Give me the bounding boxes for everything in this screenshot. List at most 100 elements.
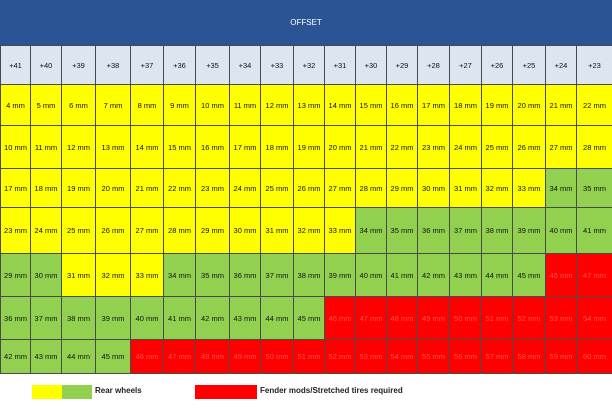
value-cell: 35 mm <box>386 207 418 254</box>
offset-title-bar: OFFSET <box>0 0 612 45</box>
value-cell: 37 mm <box>260 253 294 297</box>
value-cell: 21 mm <box>545 84 577 126</box>
value-cell: 40 mm <box>545 207 577 254</box>
value-cell: 22 mm <box>386 125 418 169</box>
value-cell: 42 mm <box>195 296 230 340</box>
value-cell: 30 mm <box>229 207 261 254</box>
value-cell: 43 mm <box>229 296 261 340</box>
value-cell: 12 mm <box>260 84 294 126</box>
offset-header-plus40: +40 <box>30 45 62 85</box>
value-cell: 48 mm <box>386 296 418 340</box>
value-cell: 31 mm <box>449 168 482 208</box>
value-cell: 36 mm <box>0 296 31 340</box>
value-cell: 51 mm <box>293 339 325 374</box>
offset-header-plus24: +24 <box>545 45 577 85</box>
chart-title: OFFSET <box>290 18 322 27</box>
value-cell: 46 mm <box>545 253 577 297</box>
value-cell: 47 mm <box>576 253 612 297</box>
value-cell: 4 mm <box>0 84 31 126</box>
value-cell: 38 mm <box>481 207 513 254</box>
value-cell: 33 mm <box>512 168 546 208</box>
value-cell: 17 mm <box>0 168 31 208</box>
offset-header-plus34: +34 <box>229 45 261 85</box>
value-cell: 47 mm <box>163 339 196 374</box>
value-cell: 57 mm <box>481 339 513 374</box>
value-cell: 14 mm <box>130 125 164 169</box>
legend-label-rear-wheels: Rear wheels <box>95 386 142 395</box>
value-cell: 51 mm <box>481 296 513 340</box>
value-cell: 23 mm <box>0 207 31 254</box>
value-cell: 21 mm <box>130 168 164 208</box>
value-cell: 37 mm <box>449 207 482 254</box>
value-cell: 27 mm <box>545 125 577 169</box>
value-cell: 22 mm <box>163 168 196 208</box>
value-cell: 47 mm <box>355 296 387 340</box>
value-cell: 45 mm <box>95 339 131 374</box>
value-cell: 41 mm <box>576 207 612 254</box>
value-cell: 50 mm <box>260 339 294 374</box>
value-cell: 18 mm <box>449 84 482 126</box>
value-cell: 29 mm <box>0 253 31 297</box>
value-cell: 9 mm <box>163 84 196 126</box>
offset-header-plus33: +33 <box>260 45 294 85</box>
value-cell: 32 mm <box>481 168 513 208</box>
value-cell: 34 mm <box>163 253 196 297</box>
value-cell: 14 mm <box>324 84 356 126</box>
value-cell: 21 mm <box>355 125 387 169</box>
value-cell: 54 mm <box>576 296 612 340</box>
offset-header-plus26: +26 <box>481 45 513 85</box>
value-cell: 33 mm <box>130 253 164 297</box>
value-cell: 11 mm <box>229 84 261 126</box>
value-cell: 27 mm <box>324 168 356 208</box>
value-cell: 39 mm <box>512 207 546 254</box>
value-cell: 13 mm <box>293 84 325 126</box>
value-cell: 23 mm <box>417 125 450 169</box>
offset-header-plus35: +35 <box>195 45 230 85</box>
value-cell: 34 mm <box>545 168 577 208</box>
value-cell: 20 mm <box>512 84 546 126</box>
value-cell: 16 mm <box>386 84 418 126</box>
value-cell: 7 mm <box>95 84 131 126</box>
value-cell: 26 mm <box>512 125 546 169</box>
value-cell: 55 mm <box>417 339 450 374</box>
value-cell: 49 mm <box>229 339 261 374</box>
value-cell: 36 mm <box>229 253 261 297</box>
value-cell: 53 mm <box>545 296 577 340</box>
value-cell: 24 mm <box>229 168 261 208</box>
value-cell: 60 mm <box>576 339 612 374</box>
offset-header-plus23: +23 <box>576 45 612 85</box>
value-cell: 52 mm <box>324 339 356 374</box>
value-cell: 54 mm <box>386 339 418 374</box>
value-cell: 26 mm <box>293 168 325 208</box>
value-cell: 30 mm <box>30 253 62 297</box>
offset-header-plus31: +31 <box>324 45 356 85</box>
offset-header-plus32: +32 <box>293 45 325 85</box>
value-cell: 44 mm <box>61 339 96 374</box>
value-cell: 36 mm <box>417 207 450 254</box>
value-cell: 45 mm <box>293 296 325 340</box>
value-cell: 28 mm <box>163 207 196 254</box>
value-cell: 37 mm <box>30 296 62 340</box>
value-cell: 12 mm <box>61 125 96 169</box>
offset-header-plus41: +41 <box>0 45 31 85</box>
legend-swatch-yellow <box>32 385 62 399</box>
value-cell: 20 mm <box>324 125 356 169</box>
value-cell: 6 mm <box>61 84 96 126</box>
value-cell: 22 mm <box>576 84 612 126</box>
value-cell: 40 mm <box>355 253 387 297</box>
value-cell: 15 mm <box>355 84 387 126</box>
value-cell: 20 mm <box>95 168 131 208</box>
value-cell: 52 mm <box>512 296 546 340</box>
value-cell: 49 mm <box>417 296 450 340</box>
value-cell: 48 mm <box>195 339 230 374</box>
offset-header-plus36: +36 <box>163 45 196 85</box>
value-cell: 24 mm <box>449 125 482 169</box>
offset-header-plus27: +27 <box>449 45 482 85</box>
value-cell: 43 mm <box>449 253 482 297</box>
value-cell: 18 mm <box>30 168 62 208</box>
value-cell: 19 mm <box>61 168 96 208</box>
value-cell: 10 mm <box>195 84 230 126</box>
value-cell: 27 mm <box>130 207 164 254</box>
value-cell: 38 mm <box>293 253 325 297</box>
value-cell: 26 mm <box>95 207 131 254</box>
